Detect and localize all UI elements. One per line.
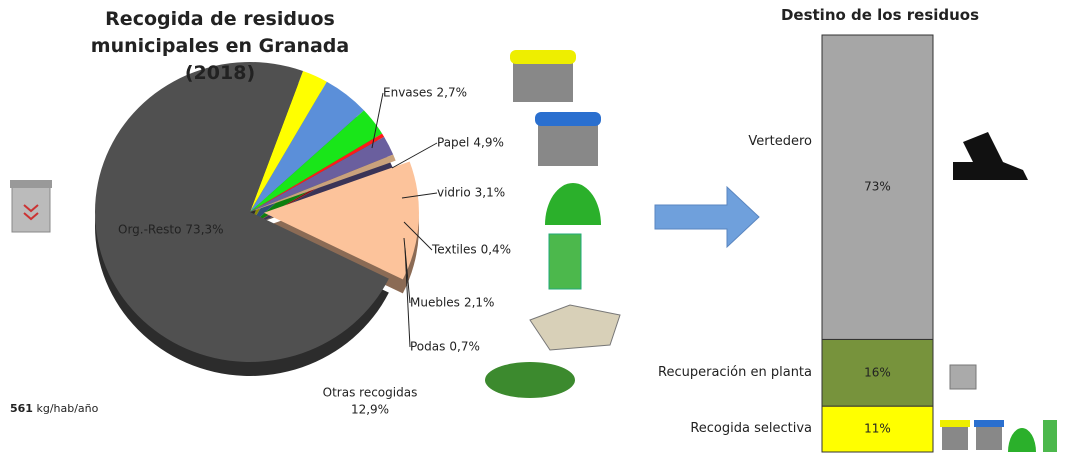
bar-value-label: 11% [864,422,891,436]
slice-value-label: 73,3% [185,223,223,237]
arrow [655,187,759,247]
container-icon [10,180,52,232]
slice-value-label: 2,1% [464,296,495,310]
papel-icon [535,112,601,166]
per-capita-value: 561 [10,402,33,415]
slice-label: vidrio [437,186,471,200]
chart-title: Recogida de residuos municipales en Gran… [60,6,380,87]
vidrio-icon [545,183,601,225]
envases-icon [510,50,576,102]
slice-label: Muebles [410,296,460,310]
textiles-icon [549,234,581,289]
slice-label: Otras recogidas [323,386,418,400]
slice-value-label: 3,1% [475,186,506,200]
planta-icon [950,365,976,389]
footnote: 561 kg/hab/año [10,402,98,415]
slice-value-label: 4,9% [473,136,504,150]
slice-value-label: 0,7% [449,340,480,354]
muebles-icon [530,305,620,350]
slice-value-label: 2,7% [437,86,468,100]
page: Envases 2,7% Papel 4,9% vidrio 3,1% Textiles 0,… [0,0,1067,456]
selectiva-icons [940,420,1057,452]
slice-label: Papel [437,136,469,150]
bar-category-label: Recuperación en planta [650,363,812,383]
bar-value-label: 16% [864,365,891,379]
slice-value-label: 12,9% [351,403,389,417]
leader-line [392,143,437,168]
slice-label: Podas [410,340,445,354]
slice-label: Org.-Resto [118,223,181,237]
slice-label: Envases [383,86,433,100]
bar-category-label: Vertedero [650,132,812,152]
landfill-icon [953,132,1028,180]
slice-label: Textiles [431,243,477,257]
slice-value-label: 0,4% [481,243,512,257]
per-capita-unit: kg/hab/año [36,402,98,415]
bar-category-label: Recogida selectiva [650,419,812,439]
bar-value-label: 73% [864,180,891,194]
chart-title: Destino de los residuos [720,6,1040,24]
podas-icon [485,362,575,398]
